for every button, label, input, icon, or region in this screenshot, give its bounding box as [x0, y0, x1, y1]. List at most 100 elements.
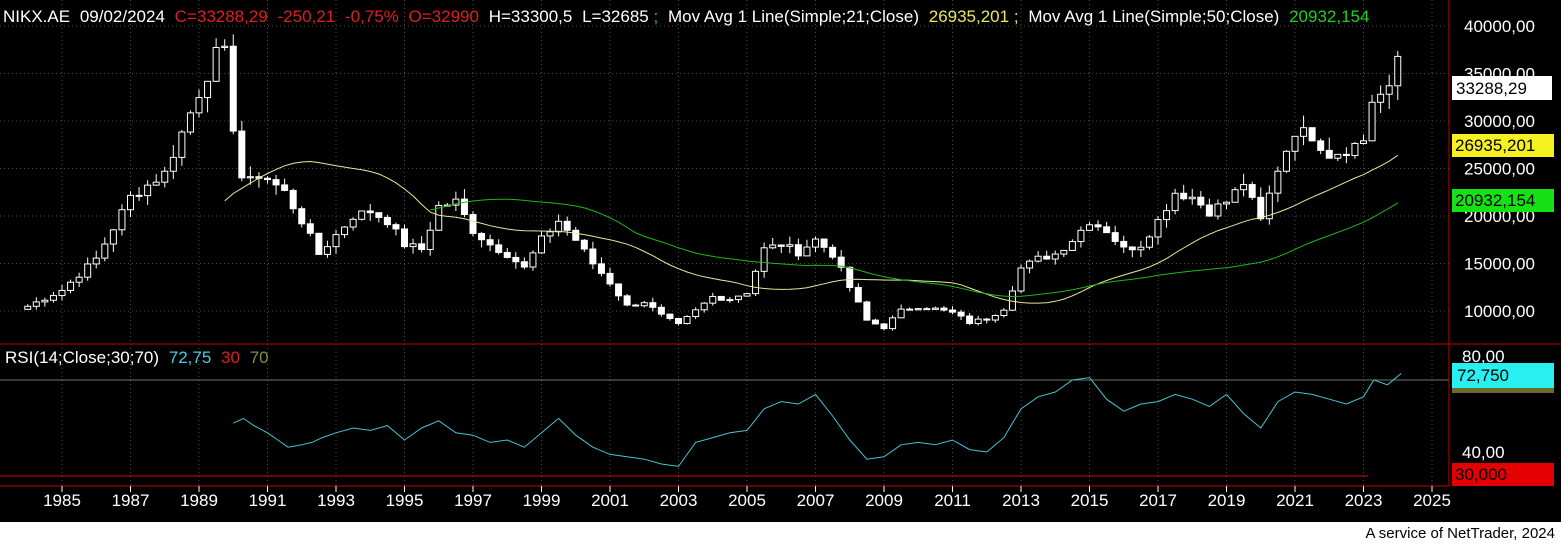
candle-up [974, 318, 982, 325]
year-tick-label: 2005 [728, 491, 766, 510]
candle-up [49, 295, 57, 301]
candle-down [1111, 232, 1119, 242]
year-tick-label: 1997 [454, 491, 492, 510]
rsi-70-badge-bg [1452, 388, 1554, 393]
year-tick-label: 1987 [112, 491, 150, 510]
rsi-badge: 72,750 [1452, 363, 1554, 393]
rsi-tick-label: 40,00 [1462, 443, 1505, 462]
year-tick-label: 1999 [523, 491, 561, 510]
candles-layer [24, 34, 1402, 331]
legend-separator: ; [653, 7, 658, 26]
year-tick-label: 2017 [1139, 491, 1177, 510]
candle-up [1265, 192, 1273, 220]
candle-up [452, 198, 460, 206]
candle-up [546, 231, 554, 237]
candle-down [675, 317, 682, 325]
candle-up [555, 220, 563, 233]
candle-down [871, 319, 879, 325]
candle-up [1188, 196, 1196, 200]
candle-down [1094, 224, 1102, 228]
ma50-line [430, 198, 1399, 298]
year-tick-label: 2003 [660, 491, 698, 510]
candle-up [1034, 255, 1042, 262]
candle-down [837, 256, 845, 268]
year-tick-label: 1991 [249, 491, 287, 510]
year-tick-label: 2015 [1071, 491, 1109, 510]
candle-down [606, 272, 614, 285]
footer-credit: A service of NetTrader, 2024 [1365, 525, 1555, 542]
candle-up [760, 247, 768, 272]
candle-up [769, 244, 777, 249]
candle-down [375, 212, 383, 218]
year-tick-label: 2023 [1345, 491, 1383, 510]
candle-up [169, 156, 177, 172]
price-legend: NIKX.AE 09/02/2024 C=33288,29 -250,21 -0… [3, 7, 1369, 26]
candle-down [863, 301, 871, 321]
candle-down [854, 287, 862, 303]
rsi-low-badge: 30,000 [1452, 463, 1554, 486]
year-tick-label: 2001 [591, 491, 629, 510]
candle-up [24, 305, 32, 310]
year-tick-label: 1985 [43, 491, 81, 510]
candle-up [1385, 85, 1393, 95]
legend-symbol: NIKX.AE [3, 7, 70, 26]
candle-down [1205, 204, 1213, 217]
axis-layer [0, 0, 1561, 487]
candle-up [1394, 55, 1402, 87]
candle-down [1308, 127, 1316, 142]
ma50-badge: 20932,154 [1452, 189, 1554, 212]
candle-down [229, 45, 237, 132]
last-price-badge-bg [1452, 76, 1552, 100]
candle-down [1197, 196, 1205, 206]
candle-up [1231, 189, 1239, 203]
last-price-badge-text: 33288,29 [1456, 79, 1527, 98]
year-tick-label: 2009 [865, 491, 903, 510]
candle-down [820, 238, 828, 248]
candle-down [272, 179, 280, 186]
candle-up [1360, 140, 1367, 144]
candle-up [1060, 249, 1068, 255]
candle-up [67, 281, 75, 291]
candle-up [1291, 135, 1299, 152]
candle-down [580, 239, 588, 250]
candle-down [135, 194, 143, 197]
year-tick-label: 2007 [797, 491, 835, 510]
candle-down [666, 313, 674, 319]
candle-up [538, 235, 545, 254]
candle-down [315, 232, 323, 255]
footer-band [0, 522, 1561, 544]
price-axis-ticks: 40000,0035000,0030000,0025000,0020000,00… [1464, 17, 1535, 321]
candle-up [358, 210, 366, 220]
candle-up [178, 131, 186, 158]
candle-up [914, 308, 922, 311]
candle-up [812, 238, 819, 248]
legend-ma50-label: Mov Avg 1 Line(Simple;50;Close) [1028, 7, 1279, 26]
candle-up [1017, 267, 1025, 292]
legend-ma21-value: 26935,201 [929, 7, 1009, 26]
candle-up [1334, 153, 1342, 159]
candle-up [640, 302, 648, 307]
candle-down [597, 263, 605, 274]
candle-up [931, 307, 939, 310]
candle-down [949, 309, 956, 313]
candle-up [161, 170, 169, 183]
candle-down [880, 323, 888, 330]
candle-up [897, 308, 905, 319]
ma21-badge-text: 26935,201 [1455, 136, 1535, 155]
candle-up [118, 209, 126, 231]
legend-date: 09/02/2024 [80, 7, 165, 26]
rsi-legend-low: 30 [221, 348, 240, 367]
ma50-badge-text: 20932,154 [1455, 191, 1535, 210]
legend-low: L=32685 [582, 7, 649, 26]
candle-up [204, 80, 212, 99]
candle-up [1368, 101, 1376, 142]
candle-down [615, 283, 623, 297]
candle-down [966, 315, 974, 325]
candle-down [563, 220, 571, 231]
candle-down [846, 266, 854, 289]
candle-down [503, 251, 511, 258]
candle-up [1086, 224, 1093, 231]
candle-down [238, 130, 246, 179]
price-tick-label: 10000,00 [1464, 302, 1535, 321]
candle-down [923, 308, 931, 311]
